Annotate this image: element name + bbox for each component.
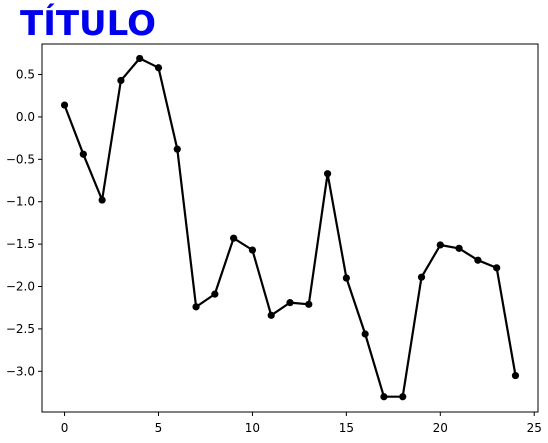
- y-tick-label: −2.0: [6, 280, 35, 294]
- data-point: [474, 256, 482, 264]
- data-point: [323, 170, 332, 178]
- y-tick-label: −1.0: [6, 195, 35, 209]
- data-point: [342, 274, 350, 282]
- data-point: [417, 273, 426, 281]
- data-point: [230, 234, 238, 242]
- data-point: [286, 299, 294, 307]
- data-point: [436, 241, 444, 249]
- data-point: [455, 244, 463, 252]
- axes-frame: [41, 43, 539, 413]
- y-tick-label: −0.5: [6, 152, 35, 166]
- data-point: [361, 330, 369, 338]
- plot-area: [60, 54, 520, 401]
- y-tick-label: 0.5: [16, 68, 35, 82]
- data-point: [305, 300, 313, 308]
- data-point: [79, 150, 87, 158]
- data-point: [267, 311, 275, 319]
- data-point: [493, 264, 501, 272]
- series-line: [63, 57, 517, 398]
- chart-title: TÍTULO: [20, 3, 156, 44]
- x-tick-label: 0: [61, 421, 69, 435]
- data-point: [380, 393, 388, 401]
- y-tick-label: −3.0: [6, 364, 35, 378]
- data-point: [399, 393, 407, 401]
- data-point: [511, 371, 520, 380]
- data-point: [248, 246, 257, 254]
- data-point: [192, 303, 200, 311]
- y-axis: 0.5 0.0 −0.5 −1.0 −1.5 −2.0 −2.5 −3.0: [6, 68, 42, 378]
- y-tick-label: −1.5: [6, 237, 35, 251]
- x-tick-label: 25: [527, 421, 542, 435]
- x-tick-label: 15: [339, 421, 354, 435]
- x-axis: 0 5 10 15 20 25: [61, 412, 542, 435]
- x-tick-label: 5: [155, 421, 163, 435]
- x-tick-label: 20: [433, 421, 448, 435]
- data-point: [154, 64, 163, 72]
- y-tick-label: 0.0: [16, 110, 35, 124]
- data-point: [173, 145, 181, 153]
- data-point: [211, 290, 219, 298]
- data-point: [117, 76, 125, 85]
- data-point: [60, 101, 69, 109]
- data-point: [98, 196, 106, 204]
- data-point: [136, 54, 144, 63]
- y-tick-label: −2.5: [6, 322, 35, 336]
- x-tick-label: 10: [245, 421, 260, 435]
